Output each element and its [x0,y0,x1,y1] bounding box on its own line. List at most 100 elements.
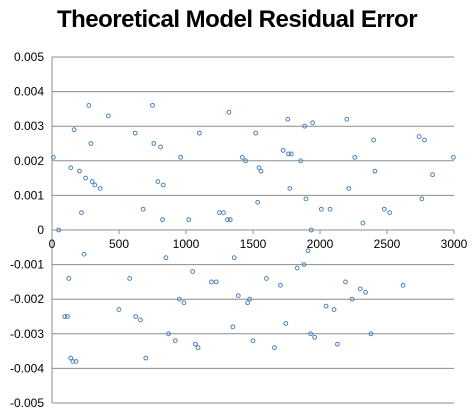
data-point [419,196,425,202]
data-point [133,314,139,319]
data-point [318,206,324,212]
data-point [372,168,378,174]
y-tick-label: -0.004 [10,361,44,375]
y-tick-label: 0.004 [14,85,44,99]
data-point [387,210,393,216]
y-tick-label: -0.002 [10,292,44,306]
data-point [371,137,377,143]
data-point [50,154,56,160]
data-point [140,206,146,212]
data-point [66,276,72,281]
data-point [221,210,226,216]
data-point [166,331,171,337]
data-point [77,168,82,174]
data-point [272,345,277,351]
data-point [71,127,77,133]
data-point [312,334,318,340]
data-point [450,154,456,160]
data-point [352,154,358,160]
data-point [190,269,196,274]
data-point [230,324,236,330]
data-point [243,158,249,164]
y-tick-label: 0.002 [14,154,44,168]
data-point [286,151,291,157]
data-point [81,251,87,257]
data-point [92,182,98,188]
data-point [56,227,62,233]
data-point [116,307,122,312]
data-point [308,331,314,337]
data-point [430,172,435,178]
data-point [305,248,311,254]
y-tick-label: -0.003 [10,327,44,341]
data-point [150,103,155,108]
data-point [323,303,329,309]
data-point [288,151,294,157]
data-point [247,296,253,302]
data-point [258,168,264,174]
x-tick-label: 3000 [441,237,468,251]
x-tick-label: 2000 [307,237,334,251]
data-point [363,289,368,295]
y-tick-label: 0.001 [14,188,44,202]
x-tick-label: 1000 [173,237,200,251]
data-point [86,103,92,108]
data-point [283,321,289,326]
data-point [422,137,427,143]
data-point [280,148,286,153]
data-point [303,196,309,202]
data-point [357,286,363,292]
data-point [255,199,261,205]
data-point [250,338,256,344]
data-point [310,120,316,126]
data-point [349,296,355,302]
y-tick-label: -0.001 [10,258,44,272]
data-point [105,113,111,119]
data-point [172,338,178,344]
data-point [287,186,293,191]
data-point [68,165,74,171]
data-point [62,314,68,319]
data-point [181,300,187,306]
data-point [368,331,374,337]
data-point [88,141,94,146]
data-point [308,227,314,233]
data-point [381,206,387,212]
data-point [83,175,88,181]
data-point [155,179,161,184]
data-point [197,130,202,136]
data-point [285,116,291,122]
x-tick-label: 1500 [240,237,267,251]
x-tick-label: 2500 [374,237,401,251]
data-point [217,210,222,216]
data-point [256,165,262,171]
data-point [298,158,303,164]
data-point [346,186,352,191]
data-point [192,341,198,347]
data-point [158,144,163,150]
data-point [195,345,201,351]
data-point [416,134,422,139]
data-point [225,217,230,223]
data-point [132,130,138,136]
data-point [65,314,70,319]
y-tick-label: 0 [37,223,44,237]
data-point [176,296,182,302]
data-point [264,276,269,281]
data-point [301,262,307,268]
y-tick-label: 0.005 [14,50,44,64]
data-point [302,123,307,129]
data-point [151,141,157,146]
x-tick-label: 500 [109,237,129,251]
data-point [245,300,251,306]
data-point [186,217,192,223]
data-point [79,210,84,216]
data-point [253,130,259,136]
data-point [235,293,241,299]
data-point [227,217,233,223]
data-point [160,182,166,188]
data-point [360,220,366,226]
data-point [335,341,340,347]
data-point [294,265,300,271]
